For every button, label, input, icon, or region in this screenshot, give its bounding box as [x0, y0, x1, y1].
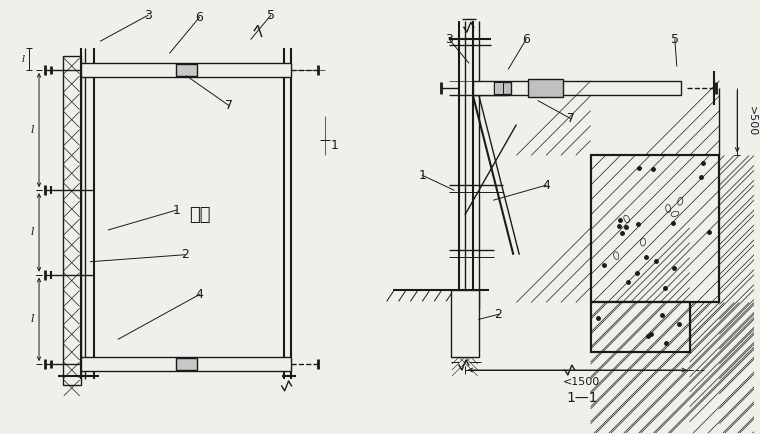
Bar	[473, 81, 681, 95]
Text: 1: 1	[173, 204, 181, 217]
Text: l: l	[21, 55, 25, 63]
Bar	[176, 64, 198, 76]
Text: 7: 7	[567, 112, 575, 125]
Text: l: l	[30, 314, 34, 324]
Text: 6: 6	[522, 33, 530, 46]
Bar	[176, 358, 198, 370]
Text: 7: 7	[225, 99, 233, 112]
Bar	[81, 357, 290, 371]
Text: 1: 1	[418, 169, 426, 182]
Text: 5: 5	[671, 33, 679, 46]
Bar	[591, 302, 689, 352]
Bar	[591, 155, 720, 302]
Text: 1—1: 1—1	[566, 391, 597, 405]
Text: 2: 2	[495, 308, 502, 321]
Bar	[451, 289, 479, 357]
Text: l: l	[30, 227, 34, 237]
Bar	[528, 79, 563, 97]
Text: 3: 3	[445, 33, 453, 46]
Bar	[591, 155, 720, 302]
Text: 5: 5	[267, 9, 275, 22]
Bar	[493, 82, 503, 94]
Bar	[81, 63, 290, 77]
Text: 3: 3	[144, 9, 152, 22]
Text: l: l	[30, 125, 34, 135]
Text: 6: 6	[195, 11, 204, 24]
Bar	[63, 56, 81, 385]
Text: 2: 2	[181, 248, 188, 261]
Text: 1: 1	[330, 139, 338, 152]
Text: <1500: <1500	[563, 377, 600, 387]
Text: 4: 4	[195, 288, 204, 301]
Text: 4: 4	[542, 179, 550, 192]
Text: 结构: 结构	[188, 206, 211, 224]
Bar	[591, 155, 720, 302]
Bar	[591, 302, 689, 352]
Text: >500: >500	[747, 106, 757, 137]
Bar	[493, 82, 511, 94]
